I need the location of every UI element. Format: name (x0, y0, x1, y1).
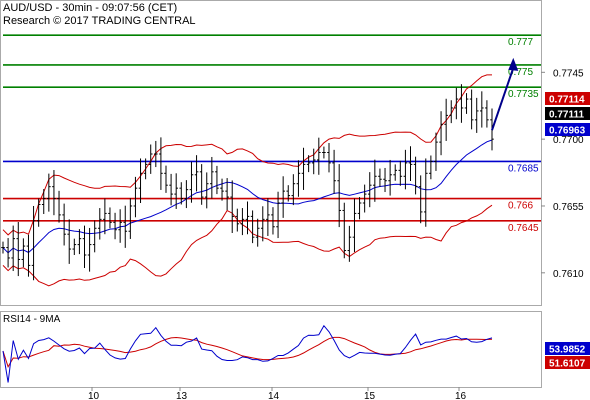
rsi-title: RSI14 - 9MA (3, 314, 61, 325)
rsi-lines (2, 324, 493, 383)
rsi-panel (0, 311, 542, 388)
rsi-ma-line (2, 336, 493, 369)
price-badge-2 (545, 123, 590, 136)
time-tick-label-0: 10 (88, 391, 100, 400)
level-label-2: 0.7735 (508, 89, 539, 100)
level-label-0: 0.777 (508, 37, 533, 48)
time-tick-label-1: 13 (176, 391, 188, 400)
time-tick-label-2: 14 (268, 391, 280, 400)
main-price-panel (0, 0, 542, 306)
projection-arrow-head (508, 57, 519, 71)
bollinger-upper (2, 74, 492, 236)
price-tick-label-1: 0.7700 (553, 135, 584, 146)
rsi-panel-border (0, 311, 542, 388)
level-label-5: 0.7645 (508, 223, 539, 234)
price-axis: 0.7745 0.7700 0.7655 0.7610 (541, 68, 584, 280)
projection-arrow (491, 57, 519, 131)
chart-title: AUD/USD - 30min - 09:07:56 (CET) (3, 2, 177, 14)
price-badge-label-2: 0.76963 (549, 126, 586, 137)
price-tick-label-0: 0.7745 (553, 68, 584, 79)
rsi-line (2, 324, 493, 383)
horizontal-levels: 0.777 0.775 0.7735 0.7685 0.766 0.7645 (3, 34, 541, 234)
rsi-badge-label-1: 51.6107 (549, 359, 586, 370)
time-axis: 10 13 14 15 16 (88, 387, 467, 400)
price-badge-label-0: 0.77114 (549, 95, 585, 106)
time-tick-label-3: 15 (364, 391, 376, 400)
price-bars (1, 84, 494, 281)
price-tick-label-2: 0.7655 (553, 202, 584, 213)
projection-arrow-shaft (491, 67, 515, 131)
main-panel-border (0, 0, 542, 306)
rsi-badge-0 (545, 342, 590, 355)
rsi-badge-label-0: 53.9852 (549, 345, 586, 356)
rsi-badge-1 (545, 356, 590, 369)
time-tick-label-4: 16 (455, 391, 467, 400)
price-tick-label-3: 0.7610 (553, 269, 584, 280)
chart-copyright: Research © 2017 TRADING CENTRAL (3, 15, 196, 27)
level-label-3: 0.7685 (508, 163, 539, 174)
level-label-4: 0.766 (508, 201, 533, 212)
level-label-1: 0.775 (508, 67, 533, 78)
price-badge-1 (545, 107, 590, 120)
rsi-badges: 53.9852 51.6107 (545, 342, 590, 370)
price-badges: 0.77114 0.77111 0.76963 (545, 92, 590, 137)
price-badge-label-1: 0.77111 (549, 110, 584, 121)
price-badge-0 (545, 92, 590, 105)
